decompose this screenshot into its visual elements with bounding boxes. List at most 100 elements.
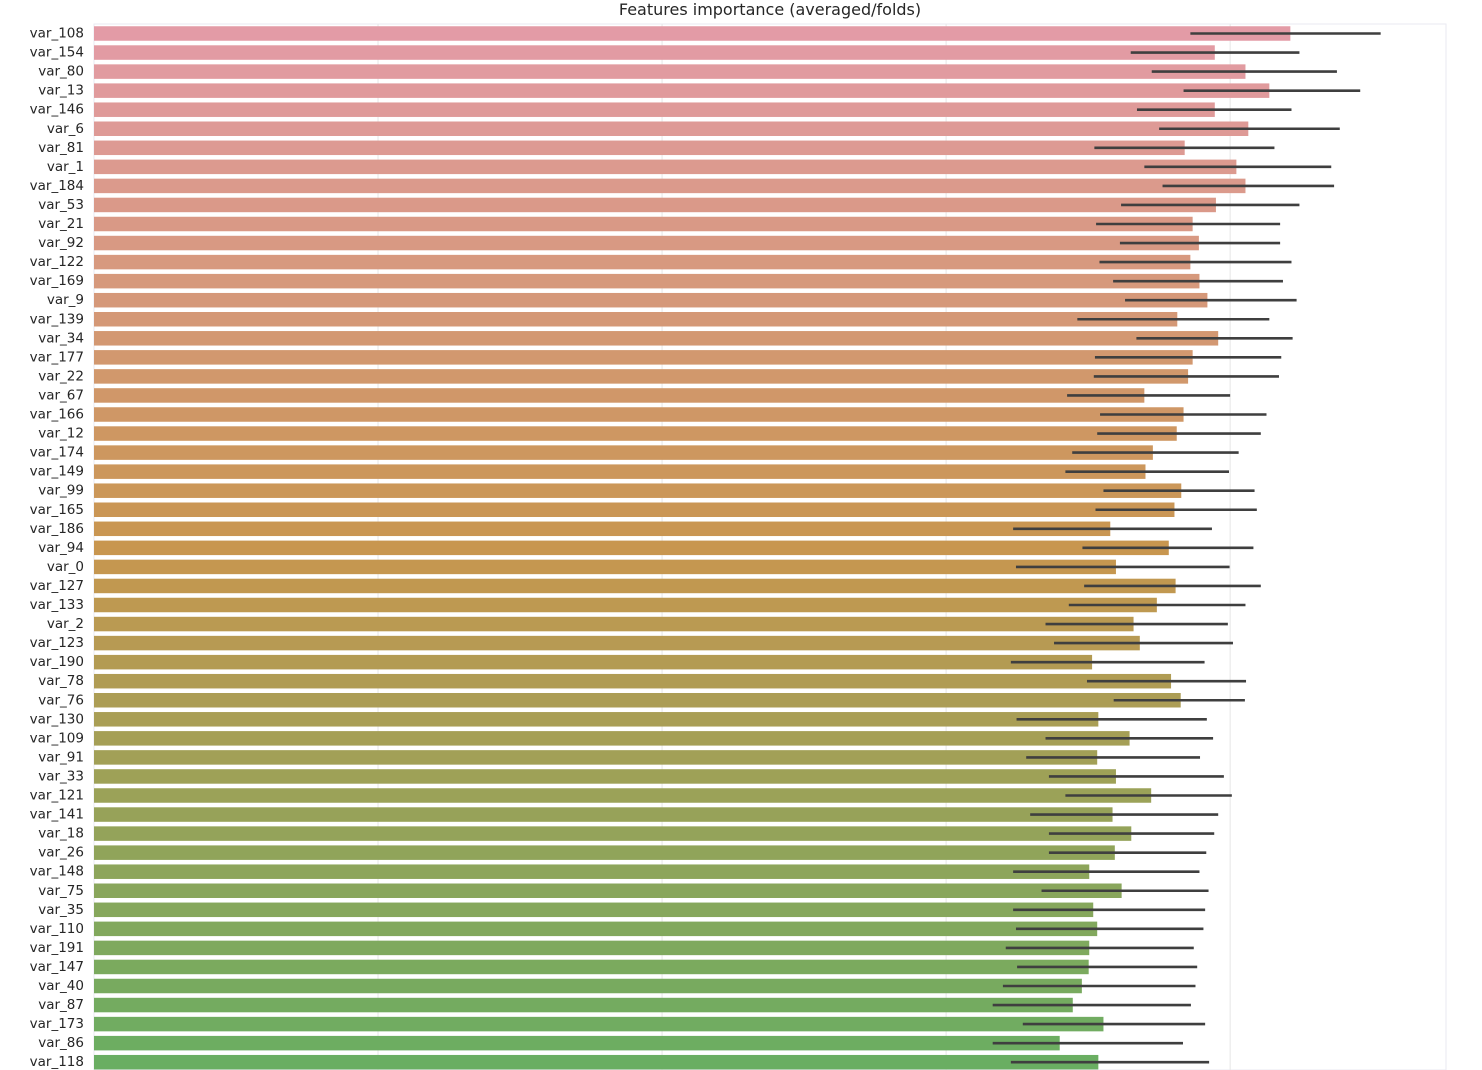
tick-label-var_174: var_174 (30, 445, 84, 461)
bar-var_148 (94, 864, 1090, 879)
bar-var_165 (94, 502, 1175, 517)
tick-label-var_154: var_154 (30, 45, 84, 61)
bar-var_53 (94, 197, 1216, 213)
bar-var_18 (94, 826, 1132, 841)
tick-label-var_122: var_122 (30, 254, 84, 270)
bar-var_26 (94, 845, 1115, 860)
bar-var_110 (94, 921, 1098, 937)
bar-var_33 (94, 769, 1116, 784)
tick-label-var_21: var_21 (38, 216, 84, 232)
tick-label-var_166: var_166 (30, 407, 84, 423)
chart-title: Features importance (averaged/folds) (619, 0, 921, 19)
bar-var_146 (94, 102, 1215, 117)
bar-var_149 (94, 464, 1146, 479)
bar-var_21 (94, 216, 1193, 232)
bar-var_9 (94, 292, 1208, 308)
bar-var_40 (94, 978, 1082, 994)
tick-label-var_165: var_165 (30, 502, 84, 518)
tick-label-var_1: var_1 (47, 159, 84, 175)
tick-label-var_40: var_40 (38, 978, 84, 994)
tick-label-var_33: var_33 (38, 768, 84, 784)
bar-var_166 (94, 407, 1184, 422)
bar-var_75 (94, 883, 1122, 898)
tick-label-var_26: var_26 (38, 845, 84, 861)
tick-label-var_34: var_34 (38, 330, 84, 346)
tick-label-var_6: var_6 (47, 121, 84, 137)
tick-label-var_121: var_121 (30, 788, 84, 804)
bar-var_99 (94, 483, 1182, 498)
tick-label-var_76: var_76 (38, 692, 84, 708)
bar-var_191 (94, 940, 1090, 956)
bar-var_109 (94, 731, 1130, 746)
tick-label-var_133: var_133 (30, 597, 84, 613)
tick-label-var_118: var_118 (30, 1054, 84, 1070)
tick-label-var_91: var_91 (38, 749, 84, 765)
tick-label-var_139: var_139 (30, 311, 84, 327)
bar-var_12 (94, 426, 1177, 441)
tick-label-var_186: var_186 (30, 521, 84, 537)
bar-var_139 (94, 312, 1178, 327)
bar-var_121 (94, 788, 1152, 803)
tick-label-var_146: var_146 (30, 102, 84, 118)
bar-var_186 (94, 521, 1111, 537)
tick-label-var_173: var_173 (30, 1016, 84, 1032)
bar-var_91 (94, 750, 1098, 765)
bar-var_94 (94, 540, 1169, 556)
bar-var_67 (94, 388, 1145, 403)
tick-label-var_0: var_0 (47, 559, 84, 575)
tick-label-var_9: var_9 (47, 292, 84, 308)
bar-var_184 (94, 178, 1246, 194)
bar-var_118 (94, 1054, 1099, 1070)
bar-var_35 (94, 902, 1094, 918)
bar-var_13 (94, 83, 1270, 98)
tick-label-var_80: var_80 (38, 64, 84, 80)
tick-label-var_75: var_75 (38, 883, 84, 899)
tick-label-var_141: var_141 (30, 807, 84, 823)
bar-var_141 (94, 807, 1113, 822)
bar-var_80 (94, 64, 1246, 79)
tick-label-var_78: var_78 (38, 673, 84, 689)
bar-var_6 (94, 121, 1249, 136)
bar-var_0 (94, 559, 1116, 575)
tick-label-var_177: var_177 (30, 349, 84, 365)
bar-var_174 (94, 445, 1153, 460)
tick-label-var_169: var_169 (30, 273, 84, 289)
category-tick-labels: var_108 var_154 var_80 var_13 var_146 var_6va… (30, 26, 84, 1070)
tick-label-var_190: var_190 (30, 654, 84, 670)
tick-label-var_22: var_22 (38, 368, 84, 384)
bar-var_173 (94, 1016, 1104, 1032)
tick-label-var_184: var_184 (30, 178, 84, 194)
tick-label-var_81: var_81 (38, 140, 84, 156)
bar-var_34 (94, 331, 1219, 346)
bar-var_147 (94, 959, 1089, 975)
tick-label-var_53: var_53 (38, 197, 84, 213)
bar-var_123 (94, 635, 1140, 651)
bar-var_169 (94, 273, 1200, 289)
bar-var_76 (94, 693, 1181, 708)
tick-label-var_127: var_127 (30, 578, 84, 594)
bars (94, 26, 1291, 1070)
tick-label-var_35: var_35 (38, 902, 84, 918)
bar-var_87 (94, 997, 1073, 1013)
tick-label-var_123: var_123 (30, 635, 84, 651)
tick-label-var_92: var_92 (38, 235, 84, 251)
bar-var_190 (94, 654, 1093, 670)
bar-var_154 (94, 45, 1215, 60)
tick-label-var_108: var_108 (30, 26, 84, 42)
tick-label-var_147: var_147 (30, 959, 84, 975)
bar-var_22 (94, 369, 1189, 384)
bar-var_177 (94, 350, 1193, 365)
tick-label-var_110: var_110 (30, 921, 84, 937)
bar-var_130 (94, 712, 1099, 727)
tick-label-var_12: var_12 (38, 426, 84, 442)
tick-label-var_99: var_99 (38, 483, 84, 499)
tick-label-var_13: var_13 (38, 83, 84, 99)
tick-label-var_191: var_191 (30, 940, 84, 956)
bar-var_108 (94, 26, 1291, 41)
tick-label-var_2: var_2 (47, 616, 84, 632)
bar-var_127 (94, 578, 1176, 594)
bar-var_86 (94, 1035, 1060, 1051)
bar-var_122 (94, 254, 1191, 270)
tick-label-var_67: var_67 (38, 387, 84, 403)
